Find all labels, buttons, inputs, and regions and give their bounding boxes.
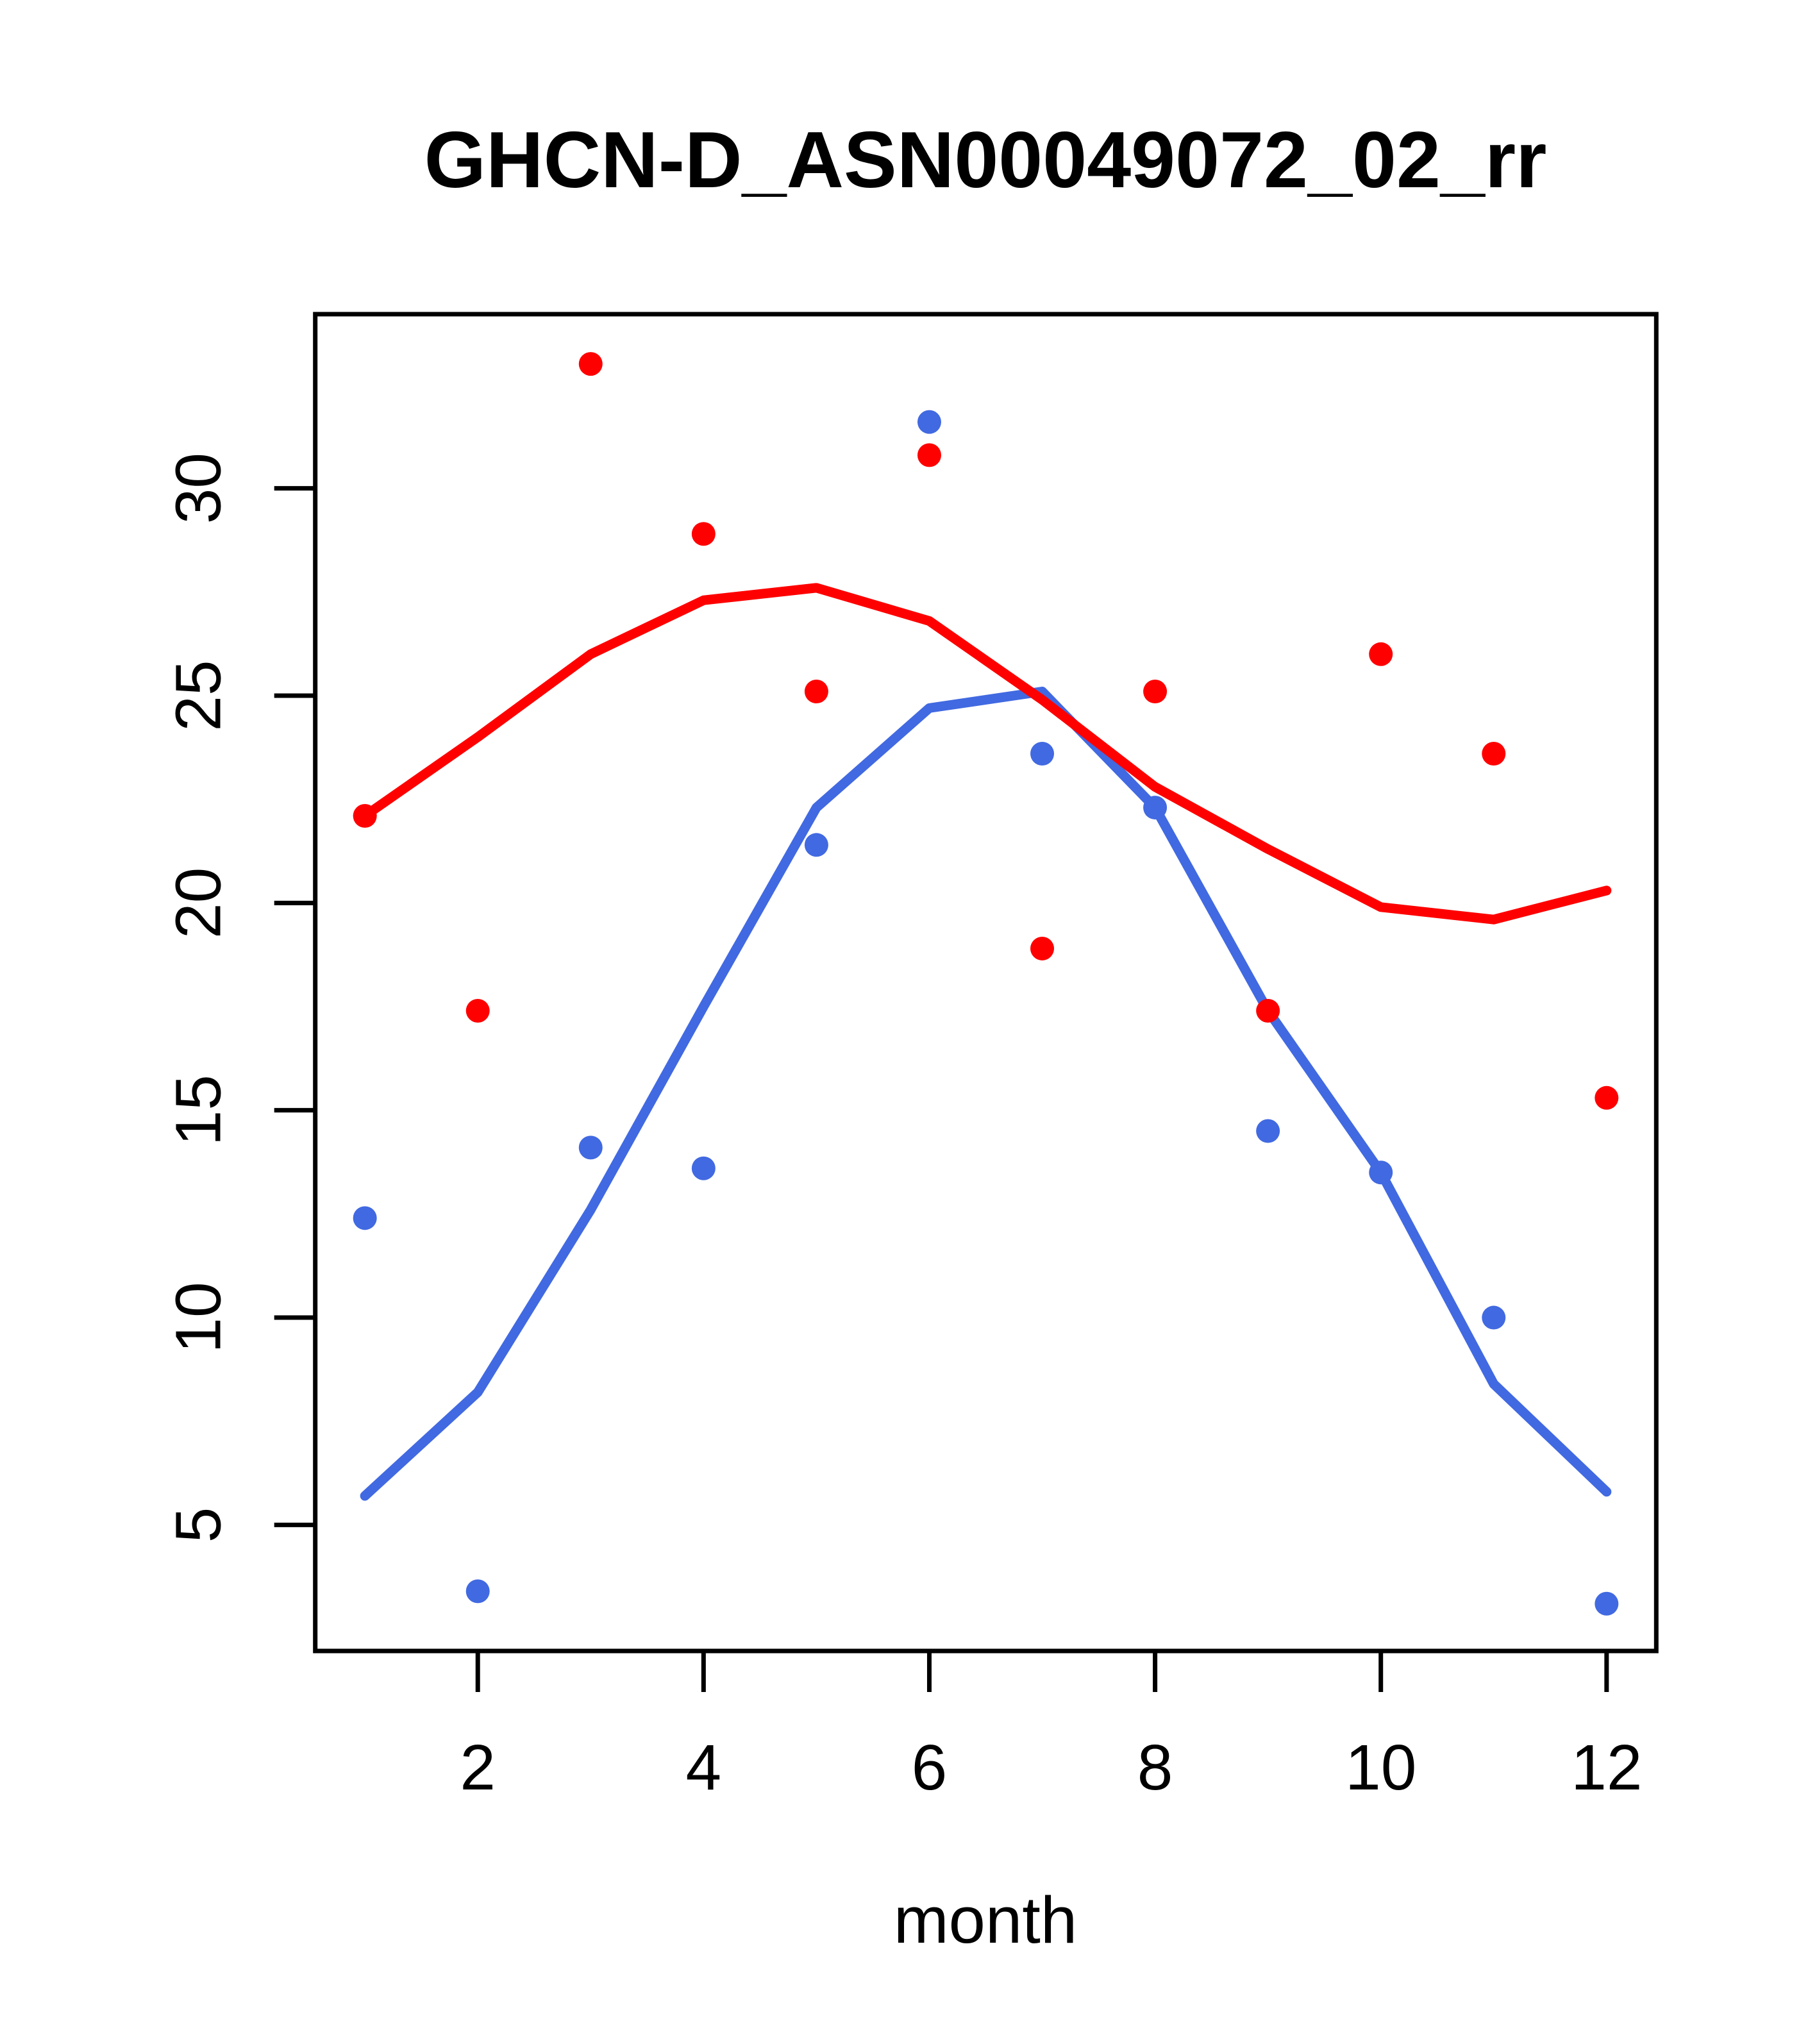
y-tick-label: 25: [163, 660, 235, 731]
blue-smooth-line: [360, 687, 1612, 1501]
red-monthly-points-dot: [1256, 998, 1280, 1023]
blue-monthly-points-dot: [1482, 1305, 1506, 1330]
blue-monthly-points-dot: [691, 1156, 716, 1180]
red-monthly-points-dot: [1369, 642, 1393, 666]
blue-monthly-points-dot: [578, 1135, 603, 1160]
x-tick-label: 10: [1345, 1732, 1416, 1804]
blue-monthly-points-dot: [1030, 742, 1055, 766]
x-tick-label: 2: [460, 1732, 496, 1804]
x-tick-label: 8: [1137, 1732, 1173, 1804]
x-tick-label: 6: [912, 1732, 948, 1804]
red-monthly-points-dot: [1595, 1085, 1619, 1110]
blue-monthly-points-dot: [917, 410, 941, 434]
red-monthly-points-dot: [353, 804, 377, 828]
y-tick-label: 30: [163, 453, 235, 524]
red-monthly-points-dot: [1482, 742, 1506, 766]
x-axis-title: month: [894, 1883, 1077, 1957]
red-monthly-points-dot: [1143, 680, 1168, 704]
red-monthly-points-dot: [917, 443, 941, 467]
plot-border: [313, 312, 1659, 1654]
y-tick-label: 20: [163, 867, 235, 939]
x-tick-label: 4: [686, 1732, 722, 1804]
blue-monthly-points-dot: [465, 1579, 490, 1604]
blue-monthly-points-dot: [1143, 796, 1168, 820]
red-monthly-points-dot: [1030, 936, 1055, 960]
red-monthly-points-dot: [465, 998, 490, 1023]
blue-monthly-points-dot: [1595, 1591, 1619, 1616]
red-monthly-points-dot: [578, 352, 603, 376]
red-monthly-points-dot: [804, 680, 828, 704]
y-tick-label: 15: [163, 1075, 235, 1146]
y-tick-label: 10: [163, 1282, 235, 1353]
y-tick-label: 5: [163, 1507, 235, 1543]
red-smooth-line: [360, 583, 1612, 925]
blue-monthly-points-dot: [804, 833, 828, 857]
x-tick-label: 12: [1571, 1732, 1642, 1804]
blue-monthly-points-dot: [353, 1206, 377, 1230]
chart-title: GHCN-D_ASN00049072_02_rr: [424, 116, 1547, 205]
blue-monthly-points-dot: [1256, 1119, 1280, 1143]
blue-monthly-points-dot: [1369, 1160, 1393, 1185]
plot-area: 2 4 6 8 10 12 5 10 15 20 25 30: [163, 312, 1659, 1804]
red-monthly-points-dot: [691, 522, 716, 546]
